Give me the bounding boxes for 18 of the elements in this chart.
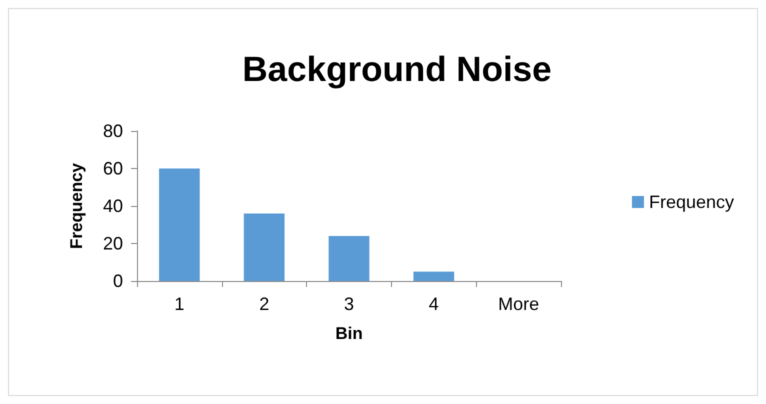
x-tick-label: 4 [428, 294, 439, 314]
x-axis-title: Bin [335, 324, 363, 343]
bar [159, 168, 200, 281]
bar [328, 236, 370, 281]
x-tick-label: 3 [344, 294, 354, 314]
y-tick-label: 0 [112, 271, 123, 291]
x-tick-label: 1 [174, 294, 184, 314]
y-tick-label: 20 [102, 234, 123, 254]
y-tick-label: 40 [102, 196, 123, 216]
y-tick-label: 80 [102, 121, 123, 141]
bar [244, 214, 285, 281]
chart-title: Background Noise [242, 50, 552, 89]
x-tick-label: More [498, 294, 540, 314]
bar [413, 272, 454, 281]
legend-label: Frequency [648, 192, 734, 212]
y-axis-title: Frequency [67, 162, 86, 249]
x-tick-label: 2 [259, 294, 270, 314]
y-tick-label: 60 [102, 158, 123, 178]
